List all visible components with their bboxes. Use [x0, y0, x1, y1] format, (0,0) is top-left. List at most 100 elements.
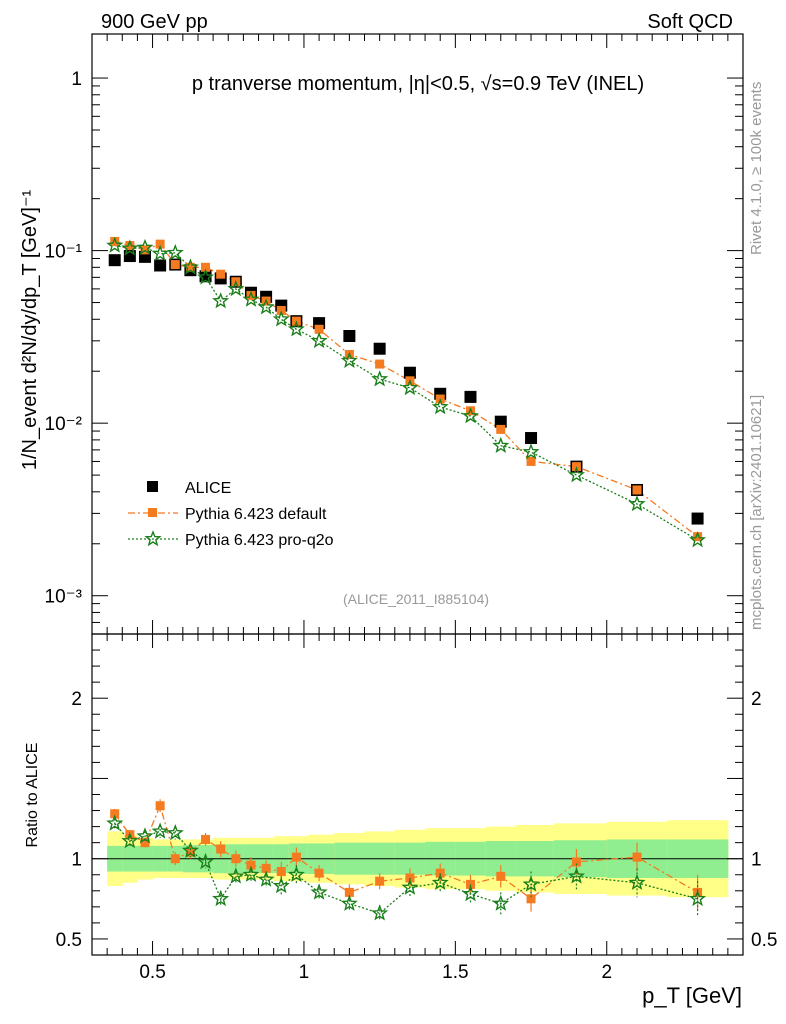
ratio-frame	[91, 633, 744, 956]
analysis-tag: (ALICE_2011_I885104)	[343, 591, 489, 607]
data-point-alice	[691, 512, 704, 525]
ratio-point-default	[261, 863, 271, 873]
data-point-default	[170, 260, 180, 270]
ratio-point-default	[216, 844, 226, 854]
data-point-proq2o	[136, 238, 154, 255]
ratio-point-default	[291, 852, 301, 862]
legend-marker-default	[148, 508, 157, 517]
data-point-proq2o	[166, 243, 184, 261]
ratio-point-proq2o	[689, 889, 707, 907]
ratio-point-default	[526, 894, 536, 904]
data-point-proq2o	[431, 398, 449, 415]
data-point-default	[216, 269, 226, 279]
data-point-proq2o	[242, 290, 260, 307]
ratio-point-default	[276, 867, 286, 877]
data-point-alice	[154, 259, 167, 272]
ratio-point-default	[201, 834, 211, 844]
data-point-default	[632, 485, 642, 495]
series-line-1	[114, 240, 698, 538]
main-panel: 10⁻³ 10⁻² 10⁻¹ 1 p tranverse momentum, |η|<…	[19, 33, 744, 635]
data-point-alice	[108, 254, 121, 267]
data-point-default	[110, 236, 120, 246]
y-tick-label: 10⁻³	[45, 587, 83, 608]
ratio-point-proq2o	[257, 870, 275, 887]
ratio-point-default	[246, 860, 256, 870]
ratio-point-proq2o	[628, 873, 646, 890]
header-category-label: Soft QCD	[647, 11, 733, 33]
legend-label-alice: ALICE	[185, 480, 231, 497]
ratio-point-default	[344, 887, 354, 897]
ratio-point-proq2o	[212, 889, 230, 907]
y-tick-label: 10⁻²	[45, 414, 83, 435]
ratio-point-default	[231, 854, 241, 864]
ratio-point-default	[140, 838, 150, 848]
data-point-proq2o	[628, 495, 646, 512]
ratio-point-proq2o	[492, 894, 510, 911]
ratio-point-default	[571, 857, 581, 867]
data-point-alice	[464, 390, 477, 403]
x-tick-label: 2	[601, 962, 612, 983]
ratio-line-2	[114, 822, 698, 915]
data-point-proq2o	[181, 258, 199, 275]
data-point-proq2o	[310, 331, 328, 349]
data-point-proq2o	[492, 436, 510, 454]
ratio-point-proq2o	[287, 865, 305, 882]
data-point-alice	[403, 366, 416, 379]
data-point-proq2o	[522, 443, 540, 460]
ratio-point-default	[314, 868, 324, 878]
legend: ALICE Pythia 6.423 default Pythia 6.423 …	[128, 480, 334, 549]
header-energy-label: 900 GeV pp	[101, 11, 208, 33]
data-point-proq2o	[272, 310, 290, 327]
ratio-point-proq2o	[272, 877, 290, 894]
ratio-point-proq2o	[106, 814, 124, 831]
ratio-point-proq2o	[242, 865, 260, 882]
data-point-proq2o	[212, 292, 230, 309]
data-point-alice	[343, 329, 356, 342]
ratio-point-default	[170, 854, 180, 864]
ratio-point-default	[632, 852, 642, 862]
ratio-point-proq2o	[166, 824, 184, 841]
data-point-default	[246, 290, 256, 300]
data-point-proq2o	[197, 268, 215, 285]
x-tick-label: 0.5	[139, 962, 165, 983]
data-point-proq2o	[287, 320, 305, 337]
x-axis-label: p_T [GeV]	[642, 983, 742, 1008]
ratio-point-proq2o	[151, 822, 169, 839]
data-point-default	[314, 324, 324, 334]
data-point-alice	[373, 342, 386, 355]
data-point-default	[155, 239, 165, 249]
data-point-proq2o	[257, 298, 275, 315]
ratio-line-1	[114, 803, 698, 900]
data-point-proq2o	[151, 244, 169, 261]
series-line-2	[114, 244, 698, 541]
mcplots-label: mcplots.cern.ch [arXiv:2401.10621]	[748, 395, 765, 630]
ratio-tick-label-right: 2	[751, 689, 762, 710]
ratio-tick-label-left: 2	[71, 689, 82, 710]
legend-marker-proq2o	[144, 530, 162, 547]
ratio-point-proq2o	[567, 867, 585, 884]
legend-label-proq2o: Pythia 6.423 pro-q2o	[185, 532, 334, 549]
x-tick-label: 1	[299, 962, 310, 983]
ratio-point-default	[496, 871, 506, 881]
ratio-tick-label-left: 1	[71, 850, 82, 871]
ratio-point-proq2o	[181, 841, 199, 858]
ratio-point-proq2o	[340, 894, 358, 911]
ratio-point-proq2o	[310, 883, 328, 900]
data-point-proq2o	[371, 370, 389, 387]
data-point-default	[496, 424, 506, 434]
data-point-default	[276, 305, 286, 315]
ratio-point-proq2o	[522, 875, 540, 892]
data-point-default	[140, 245, 150, 255]
data-point-default	[693, 532, 703, 542]
data-point-default	[526, 456, 536, 466]
data-point-proq2o	[567, 466, 585, 483]
data-point-proq2o	[689, 531, 707, 548]
ratio-point-default	[155, 801, 165, 811]
data-point-proq2o	[340, 351, 358, 369]
ratio-tick-label-right: 1	[751, 850, 762, 871]
data-point-default	[125, 241, 135, 251]
y-axis-label: 1/N_event d²N/dy/dp_T [GeV]⁻¹	[19, 190, 41, 471]
data-point-proq2o	[121, 239, 139, 256]
ratio-tick-label-right: 0.5	[751, 930, 777, 951]
